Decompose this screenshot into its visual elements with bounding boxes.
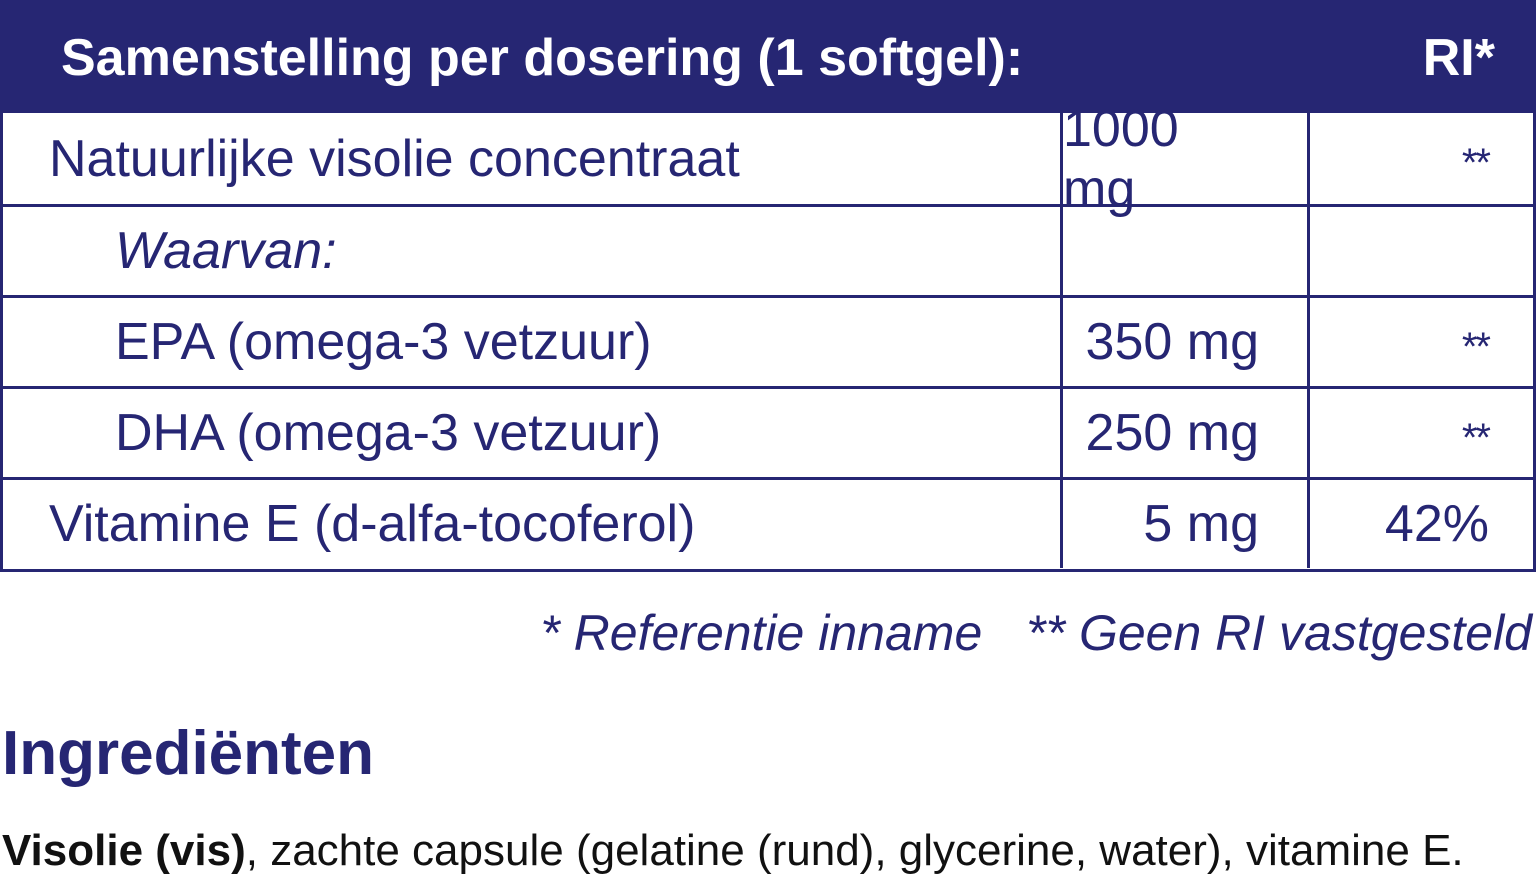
footnote-no-ri: ** Geen RI vastgesteld — [1026, 605, 1532, 661]
row-name: Natuurlijke visolie concentraat — [49, 129, 740, 188]
row-ri: ** — [1307, 298, 1533, 386]
ingredients-rest: , zachte capsule (gelatine (rund), glyce… — [245, 826, 1464, 875]
footnote: * Referentie inname ** Geen RI vastgeste… — [540, 604, 1532, 662]
header-title: Samenstelling per dosering (1 softgel): — [61, 29, 1024, 87]
table-row: DHA (omega-3 vetzuur) 250 mg ** — [3, 386, 1533, 477]
table-row: Waarvan: — [3, 204, 1533, 295]
row-name: EPA (omega-3 vetzuur) — [115, 313, 652, 371]
header-ri: RI* — [1422, 29, 1495, 87]
row-name: Vitamine E (d-alfa-tocoferol) — [49, 495, 696, 553]
row-amount: 250 mg — [1060, 389, 1307, 477]
footnote-reference: * Referentie inname — [540, 605, 983, 661]
row-ri: ** — [1307, 113, 1533, 204]
table-row: Natuurlijke visolie concentraat 1000 mg … — [3, 100, 1533, 218]
table-row: EPA (omega-3 vetzuur) 350 mg ** — [3, 295, 1533, 386]
ingredients-text: Visolie (vis), zachte capsule (gelatine … — [2, 826, 1464, 876]
ingredients-allergen: Visolie (vis) — [2, 826, 246, 875]
table-header: Samenstelling per dosering (1 softgel): … — [3, 3, 1533, 113]
row-amount: 350 mg — [1060, 298, 1307, 386]
ingredients-title: Ingrediënten — [2, 719, 375, 788]
row-name: Waarvan: — [115, 222, 337, 280]
table-row: Vitamine E (d-alfa-tocoferol) 5 mg 42% — [3, 477, 1533, 568]
row-name: DHA (omega-3 vetzuur) — [115, 404, 662, 462]
row-amount — [1060, 207, 1307, 295]
row-ri: 42% — [1307, 480, 1533, 568]
row-ri — [1307, 207, 1533, 295]
row-amount: 5 mg — [1060, 480, 1307, 568]
row-ri: ** — [1307, 389, 1533, 477]
row-amount: 1000 mg — [1060, 100, 1307, 218]
supplement-facts-table: Samenstelling per dosering (1 softgel): … — [0, 0, 1536, 572]
